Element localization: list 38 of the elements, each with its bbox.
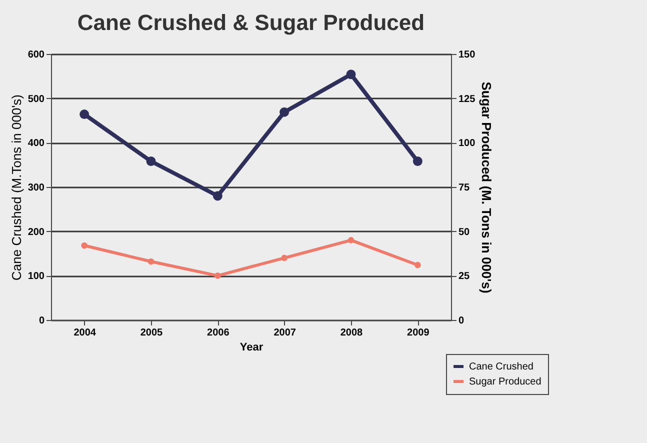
x-tick-label: 2007	[274, 328, 296, 338]
y-tick-label: 100	[28, 271, 45, 282]
point	[412, 156, 422, 166]
point	[214, 272, 221, 279]
point	[81, 242, 88, 249]
y2-tick-label: 25	[458, 271, 470, 282]
point	[80, 110, 90, 120]
y-tick-label: 200	[28, 226, 45, 238]
point	[348, 237, 354, 244]
y2-tick-label: 150	[458, 50, 476, 60]
point	[281, 254, 288, 262]
x-tick-label: 2009	[407, 328, 430, 338]
y-tick-label: 600	[28, 50, 45, 60]
legend-label: Sugar Produced	[469, 376, 542, 388]
point	[148, 258, 154, 265]
y2-tick-label: 0	[458, 316, 464, 326]
x-tick-label: 2008	[340, 328, 364, 338]
y-tick-label: 500	[28, 94, 45, 105]
y2-tick-label: 50	[458, 226, 470, 238]
point	[146, 156, 156, 166]
y2-tick-label: 75	[458, 182, 470, 194]
y-tick-label: 300	[28, 182, 45, 194]
y2-tick-label: 125	[458, 94, 476, 105]
point	[280, 107, 290, 117]
x-tick-label: 2005	[140, 328, 164, 338]
point	[346, 70, 356, 80]
chart-title: Cane Crushed & Sugar Produced	[77, 10, 425, 35]
y-tick-label: 400	[28, 138, 45, 150]
x-tick-label: 2006	[207, 328, 230, 338]
point	[212, 191, 222, 201]
point	[414, 262, 421, 268]
legend-label: Cane Crushed	[469, 362, 534, 372]
y2-axis-title: Sugar Produced (M. Tons in 000's)	[479, 82, 494, 294]
x-tick-label: 2004	[74, 328, 96, 338]
x-axis-title: Year	[240, 342, 264, 354]
y-axis-title: Cane Crushed (M.Tons in 000's)	[8, 94, 24, 281]
y2-tick-label: 100	[458, 138, 476, 150]
y-tick-label: 0	[38, 316, 45, 326]
